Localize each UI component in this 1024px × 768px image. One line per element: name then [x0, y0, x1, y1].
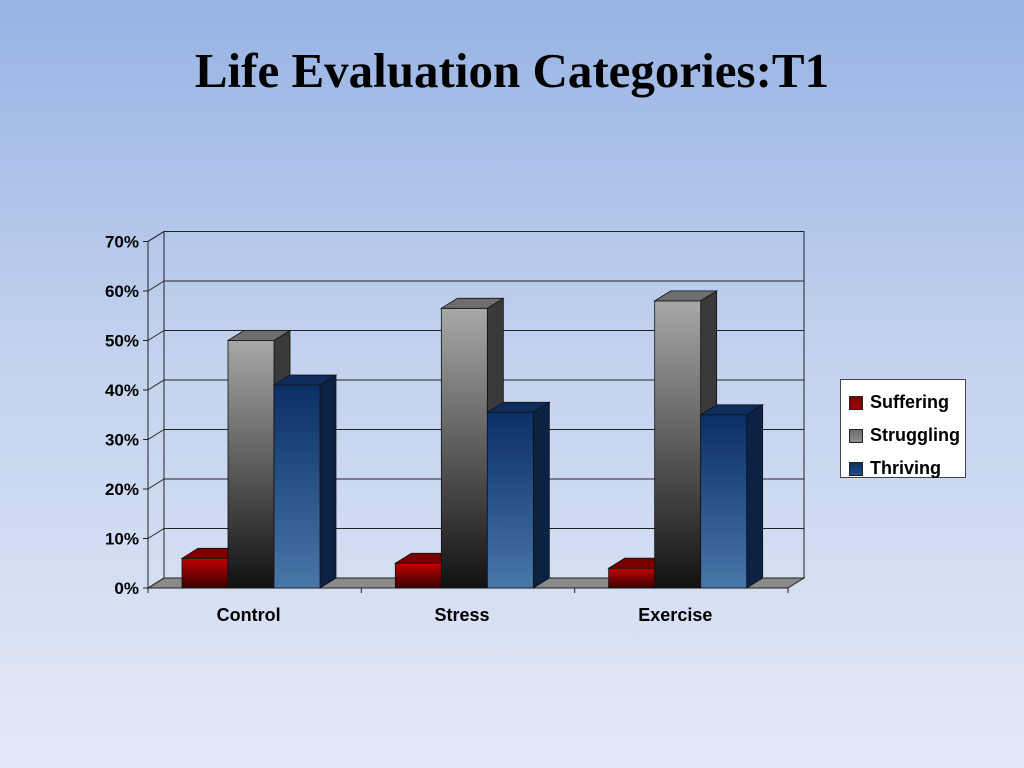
- y-tick-label: 60%: [105, 282, 139, 301]
- slide-title: Life Evaluation Categories:T1: [194, 43, 830, 98]
- legend-swatch: [849, 395, 863, 410]
- x-category-label: Control: [217, 605, 281, 625]
- x-category-label: Exercise: [638, 605, 712, 625]
- chart-side-wall: [147, 230, 165, 589]
- y-tick-label: 20%: [105, 480, 139, 499]
- gridline-side: [147, 231, 165, 242]
- legend-item-suffering: Suffering: [849, 386, 965, 419]
- bar-side: [532, 401, 550, 589]
- x-category-label: Stress: [434, 605, 489, 625]
- bar-top: [653, 290, 719, 302]
- legend-label: Suffering: [870, 392, 949, 412]
- y-tick-label: 70%: [105, 233, 139, 252]
- gridline-side: [147, 478, 165, 490]
- bar-front: [227, 340, 275, 589]
- gridline-side: [147, 379, 165, 391]
- bar-front: [394, 562, 442, 589]
- bar-side: [746, 404, 764, 589]
- bar-front: [608, 567, 656, 589]
- gridline-side: [147, 528, 165, 539]
- gridline-side: [147, 280, 165, 292]
- bar-front: [273, 384, 321, 589]
- bar-thriving-control: [272, 374, 338, 589]
- bar-front: [700, 414, 748, 589]
- gridline-side: [147, 330, 165, 341]
- bar-front: [440, 307, 488, 589]
- legend-label: Struggling: [870, 425, 960, 445]
- y-tick-label: 30%: [105, 431, 139, 450]
- bar-front: [181, 557, 229, 589]
- legend-label: Thriving: [870, 458, 941, 478]
- y-tick-label: 50%: [105, 332, 139, 351]
- bar-top: [485, 401, 551, 413]
- bar-thriving-exercise: [699, 404, 765, 589]
- y-tick-label: 0%: [114, 579, 139, 598]
- y-tick-label: 40%: [105, 381, 139, 400]
- legend-swatch: [849, 461, 863, 476]
- bar-top: [226, 330, 292, 341]
- bar-side: [319, 374, 337, 589]
- chart-legend: Suffering Struggling Thriving: [840, 379, 966, 478]
- bar-front: [486, 411, 534, 589]
- bar-thriving-stress: [485, 401, 551, 589]
- y-tick-label: 10%: [105, 530, 139, 549]
- bar-top: [439, 297, 505, 309]
- bar-struggling-exercise: [653, 290, 719, 589]
- bar-top: [699, 404, 765, 416]
- bar-top: [272, 374, 338, 386]
- legend-swatch: [849, 428, 863, 443]
- legend-item-thriving: Thriving: [849, 452, 965, 485]
- bar-front: [654, 300, 702, 589]
- legend-item-struggling: Struggling: [849, 419, 965, 452]
- gridline-side: [147, 429, 165, 440]
